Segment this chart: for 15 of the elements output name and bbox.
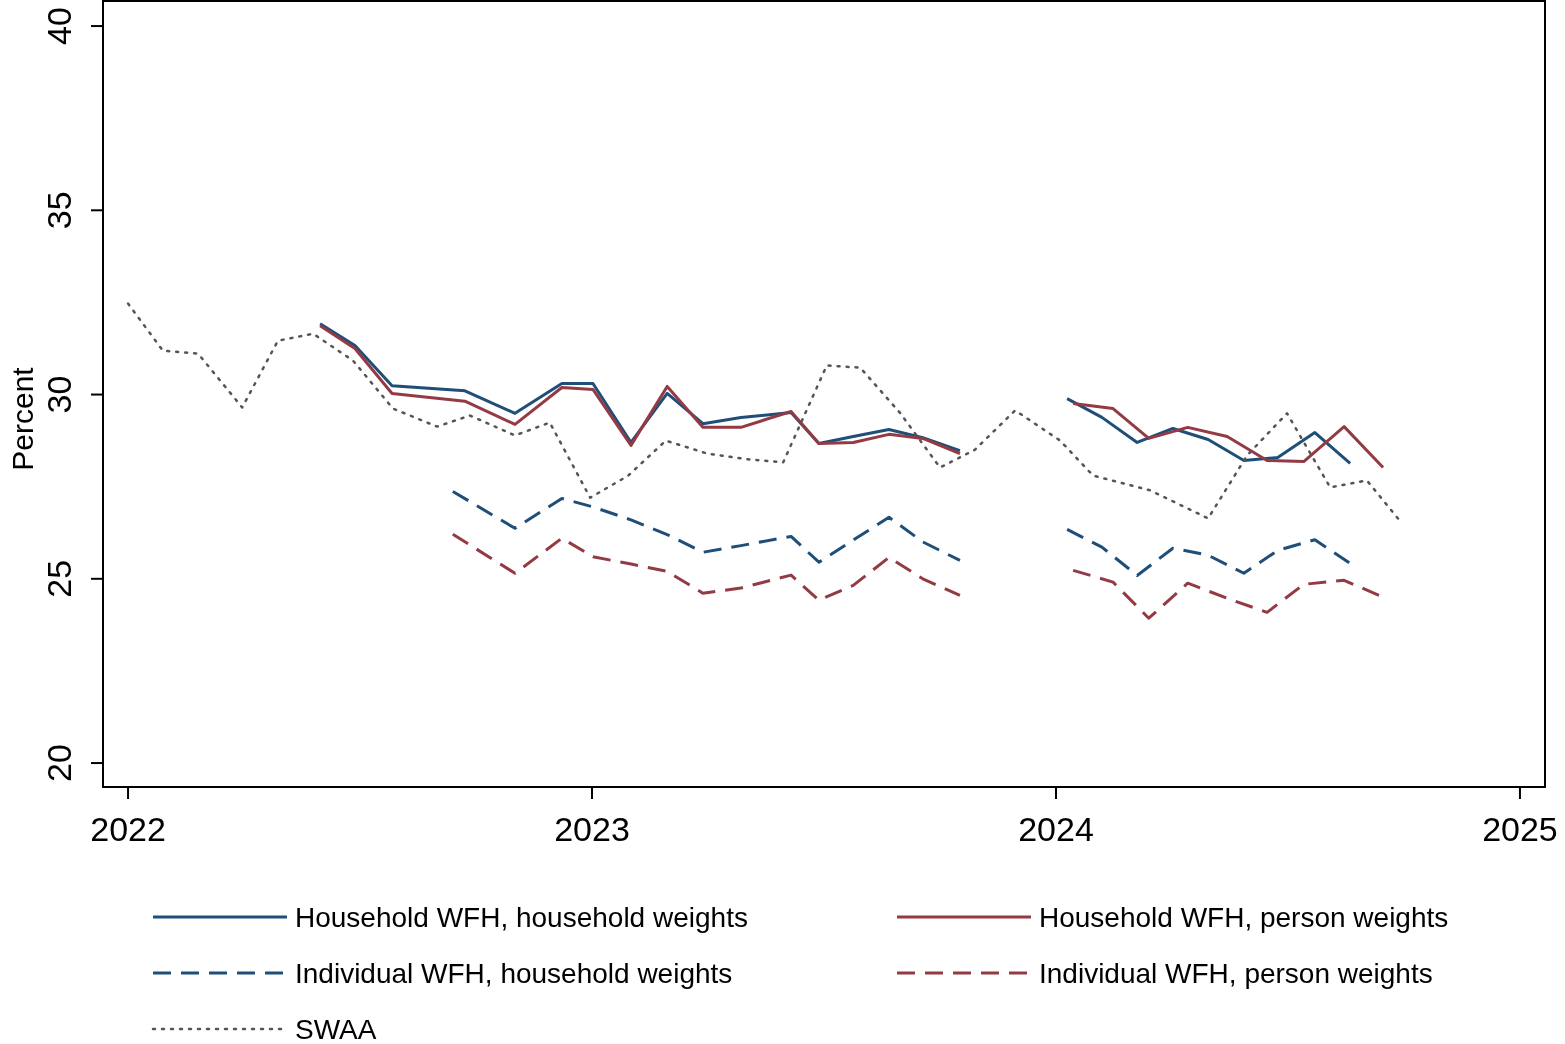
- x-tick-label: 2023: [554, 810, 630, 848]
- x-tick-label: 2024: [1018, 810, 1094, 848]
- legend-label: SWAA: [295, 1014, 377, 1044]
- y-tick-label: 20: [40, 744, 78, 782]
- legend-label: Household WFH, household weights: [295, 902, 748, 933]
- legend-label: Individual WFH, person weights: [1039, 958, 1433, 989]
- legend-label: Household WFH, person weights: [1039, 902, 1449, 933]
- y-axis-title: Percent: [6, 366, 39, 471]
- y-tick-label: 35: [40, 191, 78, 230]
- x-tick-label: 2025: [1482, 810, 1558, 848]
- x-tick-label: 2022: [90, 810, 166, 848]
- y-tick-label: 40: [40, 7, 78, 45]
- legend-label: Individual WFH, household weights: [295, 958, 733, 989]
- y-tick-label: 25: [40, 559, 78, 598]
- y-tick-label: 30: [40, 375, 78, 414]
